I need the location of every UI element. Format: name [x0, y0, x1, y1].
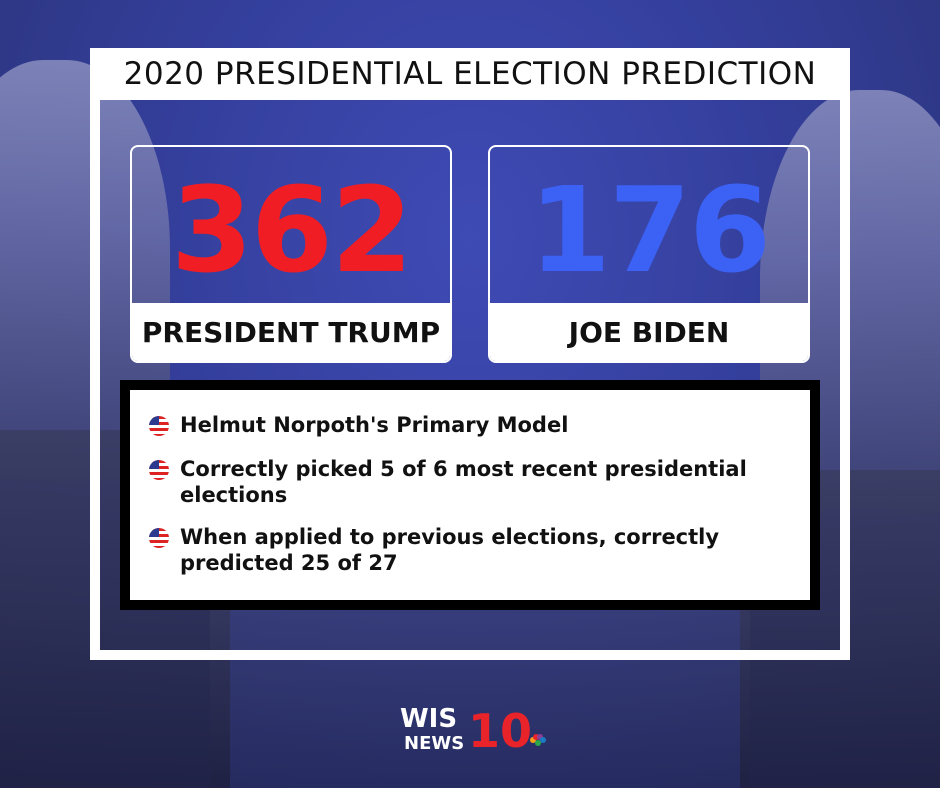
candidate-name: PRESIDENT TRUMP	[132, 303, 450, 361]
fact-text: When applied to previous elections, corr…	[180, 525, 720, 575]
fact: Correctly picked 5 of 6 most recent pres…	[148, 456, 790, 508]
logo-call-sign: WIS	[400, 704, 457, 734]
fact: Helmut Norpoth's Primary Model	[148, 412, 790, 438]
fact-text: Helmut Norpoth's Primary Model	[180, 413, 569, 437]
fact: When applied to previous elections, corr…	[148, 524, 790, 576]
peacock	[530, 734, 546, 746]
logo-channel: 10	[468, 704, 532, 753]
candidate-card: 362 PRESIDENT TRUMP	[130, 145, 452, 363]
podium	[210, 600, 750, 788]
fact-text: Correctly picked 5 of 6 most recent pres…	[180, 457, 747, 507]
electoral-votes: 176	[528, 160, 771, 299]
flag-icon	[149, 460, 169, 480]
electoral-votes: 362	[170, 160, 413, 299]
candidate-card: 176 JOE BIDEN	[488, 145, 810, 363]
logo-news: NEWS	[404, 733, 464, 753]
flag-icon	[149, 416, 169, 436]
flag-icon	[149, 528, 169, 548]
station-logo: WIS NEWS 10	[400, 704, 546, 753]
candidate-name: JOE BIDEN	[490, 303, 808, 361]
facts-box: Helmut Norpoth's Primary Model Correctly…	[120, 380, 820, 610]
title: 2020 PRESIDENTIAL ELECTION PREDICTION	[90, 48, 850, 100]
